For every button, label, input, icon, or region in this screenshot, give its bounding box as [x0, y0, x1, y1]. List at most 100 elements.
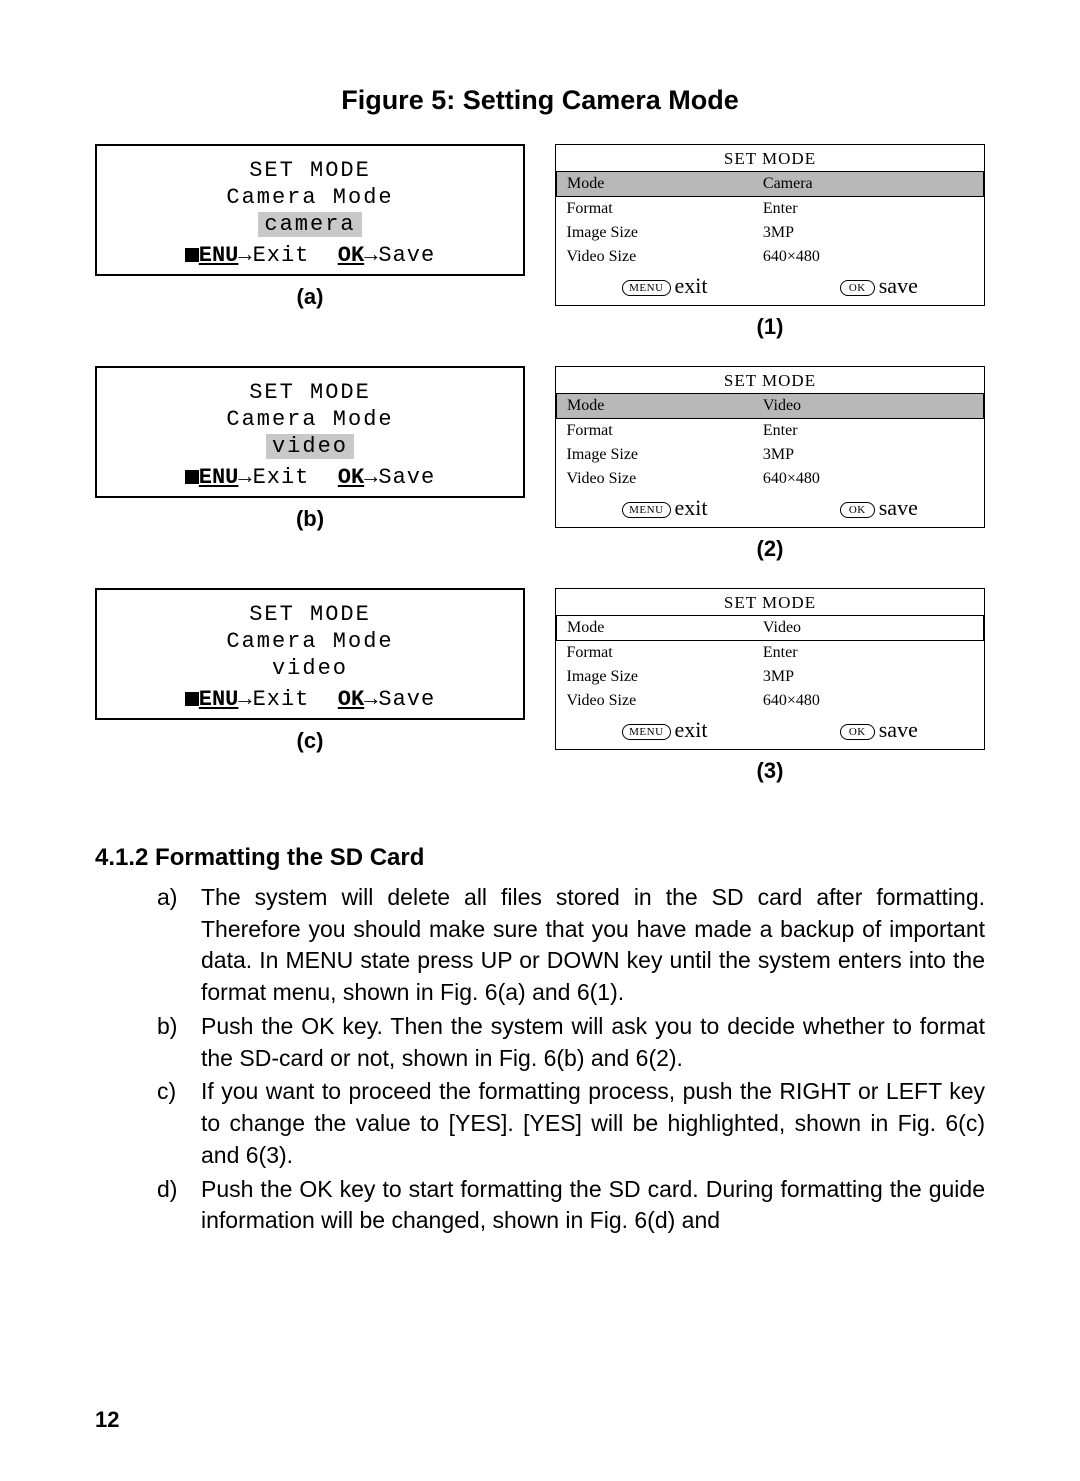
- menu-row-value: 3MP: [753, 221, 984, 245]
- list-text: If you want to proceed the formatting pr…: [201, 1076, 985, 1171]
- menu-footer: MENUexit OKsave: [556, 713, 984, 749]
- menu-save: OKsave: [840, 273, 918, 299]
- menu-row-label: Image Size: [557, 665, 753, 689]
- menu-pill: MENU: [622, 280, 670, 296]
- menu-row-label: Video Size: [557, 467, 753, 491]
- menu-exit: MENUexit: [622, 273, 707, 299]
- menu-label: ENU: [199, 687, 239, 712]
- menu-title: SET MODE: [556, 589, 984, 615]
- menu-row: FormatEnter: [557, 419, 984, 444]
- figure-title: Figure 5: Setting Camera Mode: [95, 85, 985, 116]
- ok-label: OK: [338, 243, 364, 268]
- menu-row: Image Size3MP: [557, 221, 984, 245]
- menu-screen: SET MODEModeVideoFormatEnterImage Size3M…: [555, 366, 985, 528]
- page-number: 12: [95, 1407, 119, 1433]
- menu-row-value: 3MP: [753, 443, 984, 467]
- panel-caption: (3): [555, 758, 985, 784]
- list-item: a)The system will delete all files store…: [157, 882, 985, 1009]
- list-marker: d): [157, 1174, 201, 1237]
- list-text: Push the OK key to start formatting the …: [201, 1174, 985, 1237]
- panel-caption: (1): [555, 314, 985, 340]
- menu-row-value: 640×480: [753, 689, 984, 713]
- panel-caption: (c): [95, 728, 525, 754]
- menu-row: Video Size640×480: [557, 245, 984, 269]
- list-marker: c): [157, 1076, 201, 1171]
- menu-row-label: Video Size: [557, 245, 753, 269]
- lcd-footer: ENU→Exit OK→Save: [105, 465, 515, 490]
- menu-row-value: Camera: [753, 172, 984, 197]
- panel-caption: (b): [95, 506, 525, 532]
- lcd-screen: SET MODECamera Modecamera ENU→Exit OK→Sav…: [95, 144, 525, 276]
- menu-icon: [185, 692, 199, 706]
- lcd-subtitle: Camera Mode: [105, 629, 515, 654]
- save-label: Save: [378, 687, 435, 712]
- menu-pill: MENU: [622, 724, 670, 740]
- menu-row-label: Image Size: [557, 221, 753, 245]
- menu-icon: [185, 470, 199, 484]
- ok-label: OK: [338, 687, 364, 712]
- ok-pill: OK: [840, 502, 875, 518]
- lcd-value: video: [105, 656, 515, 681]
- menu-row-value: 3MP: [753, 665, 984, 689]
- menu-row-value: 640×480: [753, 245, 984, 269]
- menu-save: OKsave: [840, 495, 918, 521]
- list-marker: a): [157, 882, 201, 1009]
- menu-row-label: Format: [557, 419, 753, 444]
- menu-footer: MENUexit OKsave: [556, 491, 984, 527]
- menu-table: ModeCameraFormatEnterImage Size3MPVideo …: [556, 171, 984, 269]
- menu-row-value: Video: [753, 616, 984, 641]
- panel-caption: (2): [555, 536, 985, 562]
- list-item: b)Push the OK key. Then the system will …: [157, 1011, 985, 1074]
- menu-exit: MENUexit: [622, 717, 707, 743]
- menu-row: FormatEnter: [557, 197, 984, 222]
- menu-label: ENU: [199, 243, 239, 268]
- menu-table: ModeVideoFormatEnterImage Size3MPVideo S…: [556, 393, 984, 491]
- menu-row: Video Size640×480: [557, 467, 984, 491]
- lcd-screen: SET MODECamera ModevideoENU→Exit OK→Save: [95, 366, 525, 498]
- list-text: The system will delete all files stored …: [201, 882, 985, 1009]
- menu-row-value: 640×480: [753, 467, 984, 491]
- menu-label: ENU: [199, 465, 239, 490]
- ok-label: OK: [338, 465, 364, 490]
- menu-row-value: Video: [753, 394, 984, 419]
- menu-row: Video Size640×480: [557, 689, 984, 713]
- lcd-value: camera: [105, 212, 515, 237]
- lcd-title: SET MODE: [105, 158, 515, 183]
- body-list: a)The system will delete all files store…: [95, 882, 985, 1237]
- menu-row-label: Video Size: [557, 689, 753, 713]
- lcd-footer: ENU→Exit OK→Save: [105, 687, 515, 712]
- menu-row: ModeVideo: [557, 616, 984, 641]
- save-label: Save: [378, 243, 435, 268]
- menu-save: OKsave: [840, 717, 918, 743]
- lcd-subtitle: Camera Mode: [105, 185, 515, 210]
- section-heading: 4.1.2 Formatting the SD Card: [95, 844, 985, 872]
- menu-row: Image Size3MP: [557, 443, 984, 467]
- lcd-title: SET MODE: [105, 380, 515, 405]
- menu-footer: MENUexit OKsave: [556, 269, 984, 305]
- menu-exit: MENUexit: [622, 495, 707, 521]
- panel-caption: (a): [95, 284, 525, 310]
- menu-row-label: Mode: [557, 172, 753, 197]
- menu-row-label: Mode: [557, 616, 753, 641]
- ok-pill: OK: [840, 724, 875, 740]
- menu-row: ModeCamera: [557, 172, 984, 197]
- menu-row-label: Format: [557, 197, 753, 222]
- menu-row-value: Enter: [753, 641, 984, 666]
- list-text: Push the OK key. Then the system will as…: [201, 1011, 985, 1074]
- lcd-footer: ENU→Exit OK→Save: [105, 243, 515, 268]
- lcd-screen: SET MODECamera Modevideo ENU→Exit OK→Save: [95, 588, 525, 720]
- menu-screen: SET MODEModeCameraFormatEnterImage Size3…: [555, 144, 985, 306]
- exit-label: Exit: [253, 465, 310, 490]
- menu-row: ModeVideo: [557, 394, 984, 419]
- lcd-title: SET MODE: [105, 602, 515, 627]
- save-label: Save: [378, 465, 435, 490]
- list-item: c)If you want to proceed the formatting …: [157, 1076, 985, 1171]
- exit-label: Exit: [253, 687, 310, 712]
- ok-pill: OK: [840, 280, 875, 296]
- list-item: d)Push the OK key to start formatting th…: [157, 1174, 985, 1237]
- lcd-value: video: [105, 434, 515, 459]
- exit-label: Exit: [253, 243, 310, 268]
- menu-screen: SET MODEModeVideoFormatEnterImage Size3M…: [555, 588, 985, 750]
- menu-row-value: Enter: [753, 197, 984, 222]
- menu-title: SET MODE: [556, 145, 984, 171]
